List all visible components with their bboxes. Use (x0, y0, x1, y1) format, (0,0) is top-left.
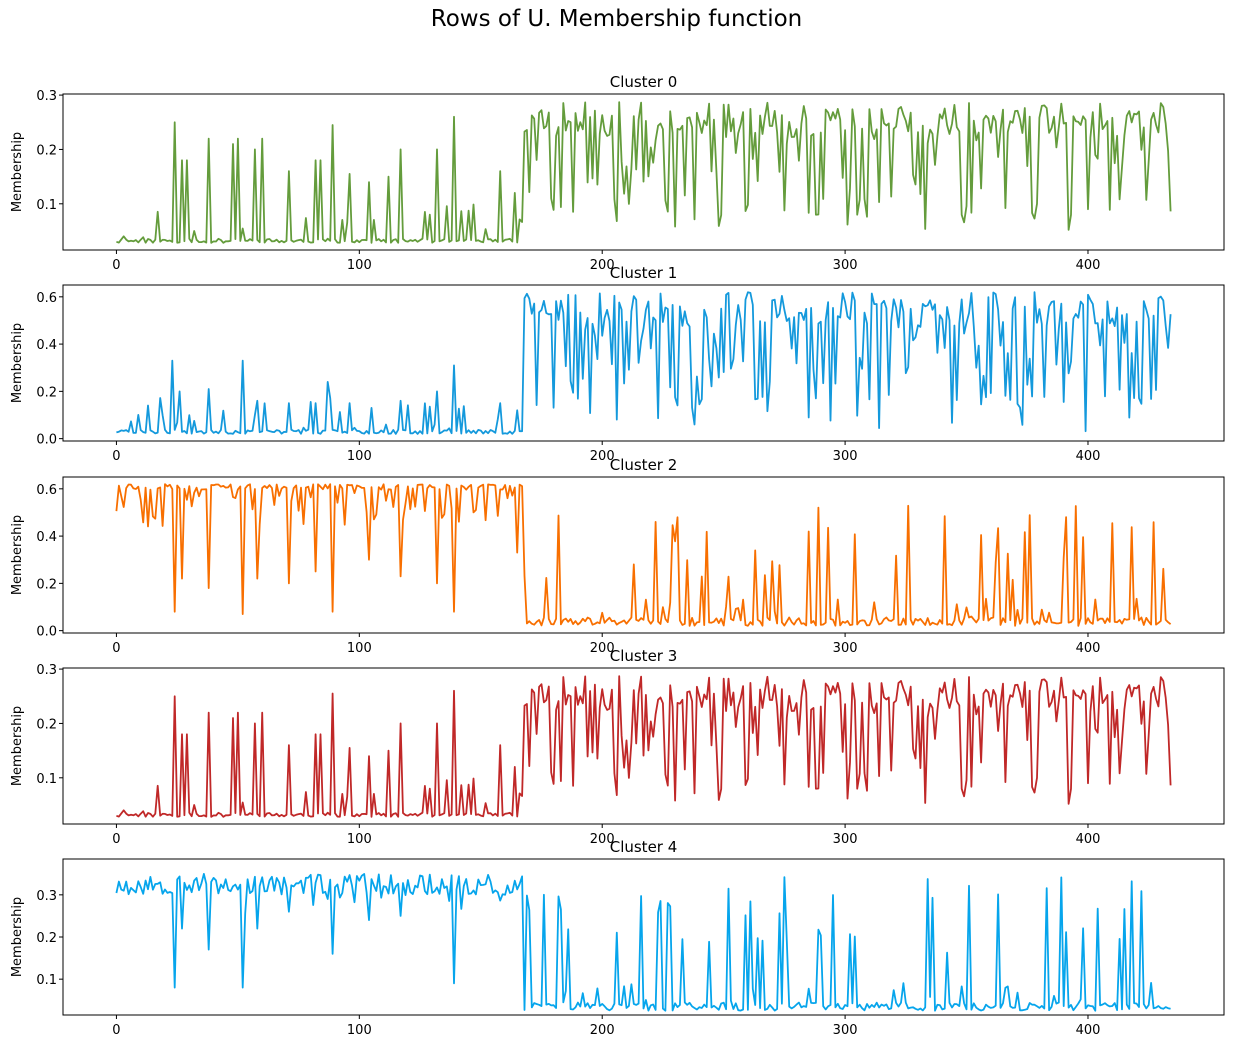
x-tick-label: 400 (1076, 1023, 1101, 1038)
subplot-4: Cluster 4 Membership 0 100 200 300 400 0.1 0.2 0.… (10, 838, 1225, 1038)
y-tick-label: 0.1 (36, 973, 57, 988)
y-tick-label: 0.4 (36, 338, 57, 353)
x-tick-label: 400 (1076, 258, 1101, 273)
axes-frame (62, 667, 1225, 825)
subplot-title: Cluster 3 (610, 647, 678, 665)
x-tick-label: 0 (112, 1023, 120, 1038)
y-tick-label: 0.2 (36, 717, 57, 732)
y-tick-label: 0.2 (36, 385, 57, 400)
y-tick-label: 0.1 (36, 198, 57, 213)
y-axis-label: Membership (10, 706, 25, 786)
x-tick-label: 300 (833, 832, 858, 847)
y-tick-label: 0.4 (36, 530, 57, 545)
series-line (116, 101, 1172, 244)
axes-frame (62, 284, 1225, 442)
x-tick-label: 300 (833, 1023, 858, 1038)
y-tick-label: 0.3 (36, 663, 57, 678)
x-tick-label: 100 (347, 832, 372, 847)
x-tick-label: 300 (833, 641, 858, 656)
x-tick-label: 300 (833, 258, 858, 273)
y-tick-label: 0.0 (36, 625, 57, 640)
x-tick-label: 400 (1076, 641, 1101, 656)
y-tick-label: 0.1 (36, 772, 57, 787)
x-tick-label: 200 (590, 1023, 615, 1038)
series-line (116, 675, 1172, 818)
series-line (116, 291, 1172, 435)
x-tick-label: 0 (112, 832, 120, 847)
y-tick-label: 0.6 (36, 483, 57, 498)
x-tick-label: 100 (347, 449, 372, 464)
y-tick-label: 0.3 (36, 89, 57, 104)
y-tick-label: 0.3 (36, 889, 57, 904)
subplot-3: Cluster 3 Membership 0 100 200 300 400 0.1 0.2 0.… (10, 647, 1225, 847)
x-tick-label: 100 (347, 641, 372, 656)
x-tick-label: 100 (347, 1023, 372, 1038)
y-axis-label: Membership (10, 323, 25, 403)
y-tick-label: 0.2 (36, 577, 57, 592)
y-tick-label: 0.6 (36, 291, 57, 306)
subplot-title: Cluster 1 (610, 264, 678, 282)
subplot-title: Cluster 4 (610, 838, 678, 856)
figure-title: Rows of U. Membership function (430, 6, 803, 32)
y-axis-label: Membership (10, 132, 25, 212)
x-tick-label: 200 (590, 258, 615, 273)
x-tick-label: 400 (1076, 832, 1101, 847)
subplot-2: Cluster 2 Membership 0 100 200 300 400 0.0 0.2 0.… (10, 456, 1225, 656)
series-line (115, 483, 1172, 627)
x-tick-label: 200 (590, 832, 615, 847)
x-tick-label: 300 (833, 449, 858, 464)
y-tick-label: 0.2 (36, 931, 57, 946)
y-axis-label: Membership (10, 897, 25, 977)
subplot-title: Cluster 0 (610, 73, 678, 91)
x-tick-label: 100 (347, 258, 372, 273)
x-tick-label: 0 (112, 449, 120, 464)
x-tick-label: 200 (590, 449, 615, 464)
y-tick-label: 0.2 (36, 143, 57, 158)
y-axis-label: Membership (10, 515, 25, 595)
x-tick-label: 0 (112, 641, 120, 656)
axes-frame (62, 93, 1225, 251)
x-tick-label: 200 (590, 641, 615, 656)
x-tick-label: 0 (112, 258, 120, 273)
subplot-title: Cluster 2 (610, 456, 678, 474)
subplot-0: Cluster 0 Membership 0 100 200 300 400 0.1 0.2 0.… (10, 73, 1225, 273)
axes-frame (62, 476, 1225, 634)
y-tick-label: 0.0 (36, 433, 57, 448)
subplot-1: Cluster 1 Membership 0 100 200 300 400 0.0 0.2 0.… (10, 264, 1225, 464)
series-line (115, 873, 1171, 1012)
x-tick-label: 400 (1076, 449, 1101, 464)
